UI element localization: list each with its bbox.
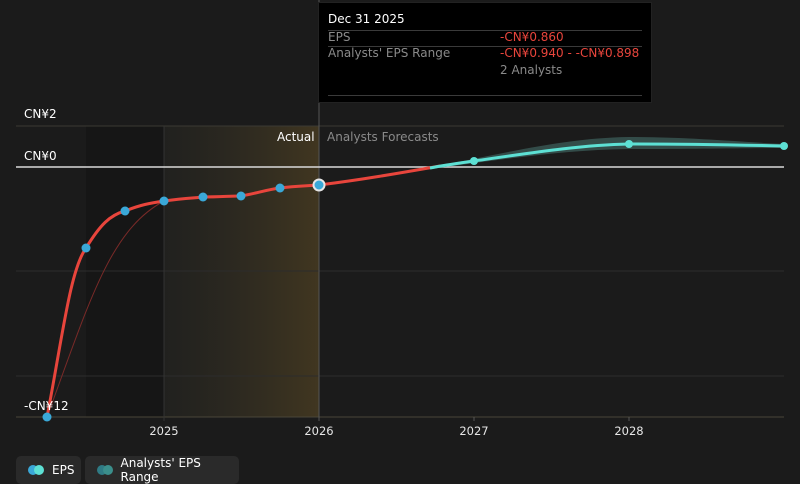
divider bbox=[328, 46, 642, 47]
legend-eps-label: EPS bbox=[52, 463, 75, 477]
y-label-0: CN¥0 bbox=[24, 149, 57, 163]
actual-label: Actual bbox=[277, 130, 315, 144]
tooltip-eps-label: EPS bbox=[328, 30, 351, 44]
range-legend-icon bbox=[97, 465, 113, 475]
tooltip-range-label: Analysts' EPS Range bbox=[328, 46, 451, 60]
tooltip-date: Dec 31 2025 bbox=[328, 12, 405, 26]
analysts-range-band bbox=[430, 137, 784, 169]
eps-point[interactable] bbox=[120, 206, 130, 216]
eps-trailing-line bbox=[46, 200, 165, 418]
eps-forecast-line bbox=[429, 142, 785, 170]
eps-point-selected[interactable] bbox=[312, 178, 326, 192]
eps-point[interactable] bbox=[81, 243, 91, 253]
eps-point[interactable] bbox=[159, 196, 169, 206]
x-label-2028: 2028 bbox=[614, 424, 644, 438]
forecast-point[interactable] bbox=[470, 157, 478, 165]
forecast-point[interactable] bbox=[780, 142, 788, 150]
forecast-label: Analysts Forecasts bbox=[327, 130, 439, 144]
eps-point[interactable] bbox=[198, 192, 208, 202]
y-label-2: CN¥2 bbox=[24, 107, 57, 121]
forecast-point[interactable] bbox=[625, 140, 633, 148]
tooltip-eps-value: -CN¥0.860 bbox=[500, 30, 564, 44]
tooltip-analysts: 2 Analysts bbox=[500, 63, 563, 77]
divider bbox=[328, 95, 642, 96]
tooltip: Dec 31 2025 EPS -CN¥0.860 Analysts' EPS … bbox=[318, 2, 652, 103]
divider bbox=[328, 30, 642, 31]
x-label-2025: 2025 bbox=[149, 424, 179, 438]
x-label-2027: 2027 bbox=[459, 424, 489, 438]
tooltip-range-value: -CN¥0.940 - -CN¥0.898 bbox=[500, 46, 640, 60]
eps-point[interactable] bbox=[275, 183, 285, 193]
x-label-2026: 2026 bbox=[304, 424, 334, 438]
eps-point[interactable] bbox=[236, 191, 246, 201]
legend-eps[interactable]: EPS bbox=[16, 456, 81, 484]
eps-markers bbox=[42, 183, 285, 422]
eps-point[interactable] bbox=[42, 412, 52, 422]
y-label-neg12: -CN¥12 bbox=[24, 399, 69, 413]
eps-legend-icon bbox=[28, 465, 44, 475]
